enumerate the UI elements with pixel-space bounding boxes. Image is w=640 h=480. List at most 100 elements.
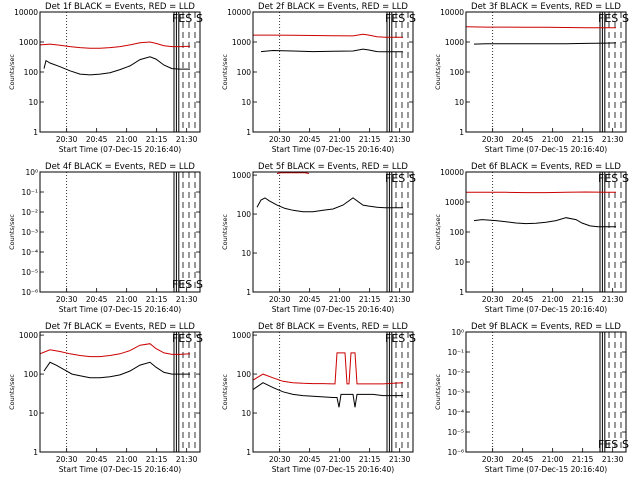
x-tick-label: 21:30 (389, 455, 411, 464)
series-line-events (473, 42, 617, 45)
flags-label: FES (385, 332, 405, 345)
legend-label: S (196, 332, 203, 345)
y-axis-label: Counts/sec (221, 214, 229, 250)
chart-panel-8: Det 8f BLACK = Events, RED = LLD 1 10 100 10… (221, 322, 416, 474)
y-tick-label: 1000 (19, 38, 38, 47)
series-line-lld (40, 41, 191, 49)
y-tick-label: 10⁻⁵ (447, 428, 464, 437)
x-axis-label: Start Time (07-Dec-15 20:16:40) (485, 145, 607, 154)
y-tick-label: 100 (237, 210, 252, 219)
y-tick-label: 1000 (232, 331, 251, 340)
series-line-lld (253, 33, 403, 38)
y-axis-label: Counts/sec (221, 54, 229, 90)
x-tick-label: 21:15 (359, 135, 381, 144)
y-tick-label: 10⁻⁴ (447, 408, 464, 417)
legend-label: S (409, 172, 416, 185)
flags-label: FES (598, 438, 618, 451)
flags-label: FES (172, 12, 192, 25)
x-tick-label: 21:30 (602, 135, 624, 144)
series-line-events (256, 197, 403, 213)
x-tick-label: 20:45 (512, 455, 534, 464)
x-tick-label: 21:30 (602, 455, 624, 464)
x-tick-label: 21:15 (572, 295, 594, 304)
x-tick-label: 20:30 (269, 135, 291, 144)
y-tick-label: 1 (246, 288, 251, 297)
series-line-events (43, 56, 190, 76)
x-tick-label: 21:15 (359, 295, 381, 304)
plot-area (466, 172, 622, 292)
legend-label: S (622, 12, 629, 25)
x-tick-label: 20:45 (299, 455, 321, 464)
y-tick-label: 1000 (445, 198, 464, 207)
y-tick-label: 100 (237, 370, 252, 379)
y-tick-label: 1 (246, 128, 251, 137)
x-tick-label: 21:15 (146, 135, 168, 144)
y-tick-label: 10⁻³ (21, 228, 38, 237)
plot-area (40, 332, 196, 452)
x-tick-label: 21:00 (542, 455, 564, 464)
y-tick-label: 100 (450, 228, 465, 237)
x-tick-label: 20:45 (299, 135, 321, 144)
x-tick-label: 21:00 (329, 295, 351, 304)
plot-frame (252, 171, 414, 293)
y-axis-label: Counts/sec (8, 214, 16, 250)
x-axis-label: Start Time (07-Dec-15 20:16:40) (485, 305, 607, 314)
x-tick-label: 21:00 (116, 135, 138, 144)
legend-label: S (622, 438, 629, 451)
y-tick-label: 10⁻¹ (21, 188, 38, 197)
y-tick-label: 10⁻³ (447, 388, 464, 397)
chart-title: Det 4f BLACK = Events, RED = LLD (45, 162, 195, 172)
y-tick-label: 100 (24, 370, 39, 379)
chart-panel-2: Det 2f BLACK = Events, RED = LLD 1 10 100 10… (221, 2, 416, 154)
y-tick-label: 10⁻² (447, 368, 464, 377)
plot-area (256, 172, 409, 292)
y-tick-label: 1 (33, 448, 38, 457)
x-axis-label: Start Time (07-Dec-15 20:16:40) (272, 305, 394, 314)
x-axis-label: Start Time (07-Dec-15 20:16:40) (59, 145, 181, 154)
flags-label: FES (598, 12, 618, 25)
x-tick-label: 21:30 (176, 135, 198, 144)
y-tick-label: 10 (454, 258, 464, 267)
y-axis-label: Counts/sec (434, 374, 442, 410)
x-tick-label: 20:45 (512, 135, 534, 144)
chart-panel-4: Det 4f BLACK = Events, RED = LLD 10⁻⁶ 10⁻⁵… (8, 162, 203, 314)
x-tick-label: 21:30 (602, 295, 624, 304)
x-tick-label: 20:45 (86, 455, 108, 464)
y-tick-label: 10⁰ (25, 168, 38, 177)
chart-title: Det 2f BLACK = Events, RED = LLD (258, 2, 408, 12)
y-tick-label: 10000 (440, 168, 464, 177)
y-tick-label: 10⁻⁶ (447, 448, 464, 457)
y-axis-label: Counts/sec (221, 374, 229, 410)
y-tick-label: 10 (241, 98, 251, 107)
flags-label: FES (172, 278, 192, 291)
chart-title: Det 6f BLACK = Events, RED = LLD (471, 162, 621, 172)
x-tick-label: 20:30 (482, 295, 504, 304)
x-tick-label: 21:00 (542, 135, 564, 144)
chart-title: Det 1f BLACK = Events, RED = LLD (45, 2, 195, 12)
flags-label: FES (385, 172, 405, 185)
plot-area (40, 12, 196, 132)
y-axis-label: Counts/sec (8, 374, 16, 410)
y-tick-label: 10⁻⁶ (21, 288, 38, 297)
x-tick-label: 20:30 (269, 295, 291, 304)
series-line-lld (466, 191, 616, 194)
chart-panel-3: Det 3f BLACK = Events, RED = LLD 1 10 100 10… (434, 2, 629, 154)
y-tick-label: 10000 (227, 8, 251, 17)
y-tick-label: 10 (241, 249, 251, 258)
x-tick-label: 20:45 (512, 295, 534, 304)
series-line-lld (276, 172, 310, 174)
plot-frame (252, 331, 414, 453)
x-tick-label: 20:45 (86, 135, 108, 144)
y-tick-label: 1 (33, 128, 38, 137)
plot-area (253, 332, 409, 452)
x-tick-label: 21:00 (542, 295, 564, 304)
plot-area (66, 172, 196, 292)
y-tick-label: 1000 (445, 38, 464, 47)
y-tick-label: 100 (237, 68, 252, 77)
x-tick-label: 21:15 (146, 295, 168, 304)
x-tick-label: 21:00 (116, 295, 138, 304)
x-tick-label: 21:15 (359, 455, 381, 464)
x-tick-label: 21:00 (116, 455, 138, 464)
x-tick-label: 20:30 (56, 455, 78, 464)
